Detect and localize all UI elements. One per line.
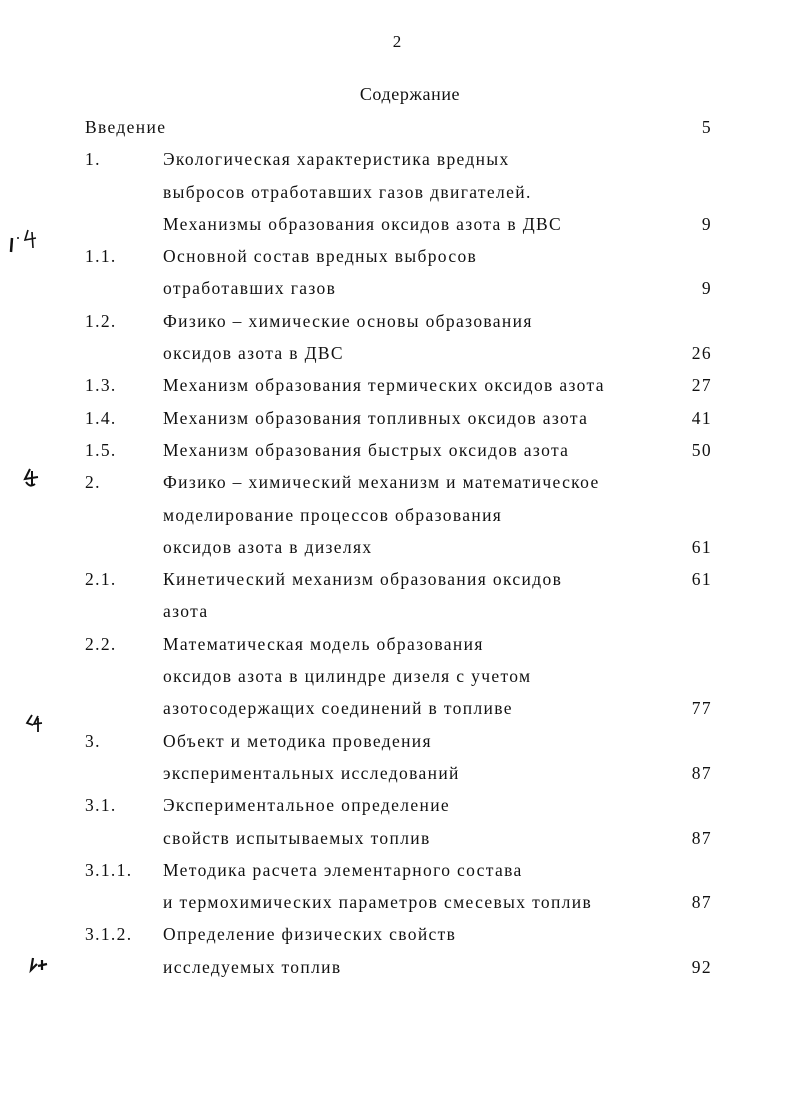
toc-line: 1.4. Механизм образования топливных оксид… xyxy=(0,402,794,434)
toc-entry-title: Определение физических свойств xyxy=(163,924,457,945)
toc-line: и термохимических параметров смесевых то… xyxy=(0,886,794,918)
handwritten-mark-icon xyxy=(25,714,43,732)
toc-line: отработавших газов 9 xyxy=(0,272,794,304)
toc-entry-title: Методика расчета элементарного состава xyxy=(163,859,523,880)
toc-line: 3.1.1. Методика расчета элементарного сос… xyxy=(0,854,794,886)
toc-line: выбросов отработавших газов двигателей. xyxy=(0,176,794,208)
toc-line: 1.1. Основной состав вредных выбросов xyxy=(0,240,794,272)
toc-page-number: 9 xyxy=(701,278,712,299)
toc-entry-title: Экспериментальное определение xyxy=(163,795,451,816)
toc-line: 3.1. Экспериментальное определение xyxy=(0,789,794,821)
toc-page-number: 5 xyxy=(701,117,712,137)
toc-line: 2.2. Математическая модель образования xyxy=(0,628,794,660)
toc-line: исследуемых топлив 92 xyxy=(0,951,794,983)
toc-page-number: 26 xyxy=(691,343,712,364)
toc-entry-number: 3.1.2. xyxy=(85,924,133,945)
toc-line: 1. Экологическая характеристика вредных xyxy=(0,143,794,175)
toc-entry-title: свойств испытываемых топлив xyxy=(163,827,431,848)
toc-page-number: 50 xyxy=(691,439,712,460)
toc-line: моделирование процессов образования xyxy=(0,499,794,531)
toc-page-number: 9 xyxy=(701,213,712,234)
toc-line: оксидов азота в цилиндре дизеля с учетом xyxy=(0,660,794,692)
toc-entry-number: 2.2. xyxy=(85,633,117,654)
toc-page-number: 27 xyxy=(691,375,712,396)
toc-page-number: 87 xyxy=(691,762,712,783)
toc-entry-number: 1.5. xyxy=(85,439,117,460)
toc-line: Введение 5 xyxy=(0,111,794,143)
toc-entry-title: экспериментальных исследований xyxy=(163,762,460,783)
toc-page-number: 92 xyxy=(691,956,712,977)
toc-entry-number: 1. xyxy=(85,149,101,170)
toc-page-number: 61 xyxy=(691,569,712,590)
toc-entry-title: Основной состав вредных выбросов xyxy=(163,246,478,267)
toc-line: азота xyxy=(0,595,794,627)
toc-entry-number: 1.1. xyxy=(85,246,117,267)
toc-entry-title: азота xyxy=(163,601,209,622)
toc-entry-number: 2.1. xyxy=(85,569,117,590)
toc-entry-title: Экологическая характеристика вредных xyxy=(163,149,510,170)
toc-entry-number: 3.1. xyxy=(85,795,117,816)
toc-line: 3. Объект и методика проведения xyxy=(0,725,794,757)
page-number: 2 xyxy=(392,32,402,51)
page-title: Содержание xyxy=(359,84,461,104)
toc-entry-number: 1.3. xyxy=(85,375,117,396)
toc-page-number: 41 xyxy=(691,407,712,428)
toc-entry-title: выбросов отработавших газов двигателей. xyxy=(163,181,532,202)
toc-line: оксидов азота в ДВС 26 xyxy=(0,337,794,369)
table-of-contents: Введение 5 1. Экологическая характеристика … xyxy=(0,111,794,983)
toc-line: 1.2. Физико – химические основы образован… xyxy=(0,305,794,337)
toc-line: 1.3. Механизм образования термических окс… xyxy=(0,369,794,401)
toc-entry-number: 3. xyxy=(85,730,101,751)
toc-line: свойств испытываемых топлив 87 xyxy=(0,822,794,854)
toc-entry-title: Механизм образования топливных оксидов а… xyxy=(163,407,589,428)
toc-line: 1.5. Механизм образования быстрых оксидов… xyxy=(0,434,794,466)
handwritten-mark-icon xyxy=(9,229,37,253)
toc-entry-number: Введение xyxy=(85,117,167,137)
handwritten-mark-icon xyxy=(29,957,48,974)
toc-page-number: 87 xyxy=(691,892,712,913)
toc-line: азотосодержащих соединений в топливе 77 xyxy=(0,692,794,724)
toc-entry-title: Математическая модель образования xyxy=(163,633,484,654)
toc-line: 2. Физико – химический механизм и математ… xyxy=(0,466,794,498)
toc-entry-number: 1.2. xyxy=(85,310,117,331)
toc-entry-title: оксидов азота в дизелях xyxy=(163,536,373,557)
toc-line: оксидов азота в дизелях 61 xyxy=(0,531,794,563)
toc-line: экспериментальных исследований 87 xyxy=(0,757,794,789)
toc-entry-title: Механизмы образования оксидов азота в ДВ… xyxy=(163,213,563,234)
toc-entry-title: Кинетический механизм образования оксидо… xyxy=(163,569,563,590)
toc-entry-number: 2. xyxy=(85,472,101,493)
toc-entry-title: Физико – химические основы образования xyxy=(163,310,533,331)
toc-entry-title: исследуемых топлив xyxy=(163,956,342,977)
toc-entry-title: оксидов азота в ДВС xyxy=(163,343,344,364)
toc-line: 3.1.2. Определение физических свойств xyxy=(0,918,794,950)
toc-entry-title: оксидов азота в цилиндре дизеля с учетом xyxy=(163,666,532,687)
toc-entry-title: Объект и методика проведения xyxy=(163,730,432,751)
toc-page-number: 77 xyxy=(691,698,712,719)
handwritten-mark-icon xyxy=(23,468,39,487)
toc-entry-title: Механизм образования термических оксидов… xyxy=(163,375,605,396)
toc-line: 2.1. Кинетический механизм образования ок… xyxy=(0,563,794,595)
toc-entry-number: 1.4. xyxy=(85,407,117,428)
toc-page-number: 87 xyxy=(691,827,712,848)
toc-entry-title: азотосодержащих соединений в топливе xyxy=(163,698,513,719)
toc-entry-title: моделирование процессов образования xyxy=(163,504,503,525)
toc-entry-title: Физико – химический механизм и математич… xyxy=(163,472,600,493)
toc-entry-number: 3.1.1. xyxy=(85,859,133,880)
toc-entry-title: и термохимических параметров смесевых то… xyxy=(163,892,593,913)
toc-entry-title: отработавших газов xyxy=(163,278,337,299)
toc-entry-title: Механизм образования быстрых оксидов азо… xyxy=(163,439,570,460)
toc-line: Механизмы образования оксидов азота в ДВ… xyxy=(0,208,794,240)
toc-page-number: 61 xyxy=(691,536,712,557)
